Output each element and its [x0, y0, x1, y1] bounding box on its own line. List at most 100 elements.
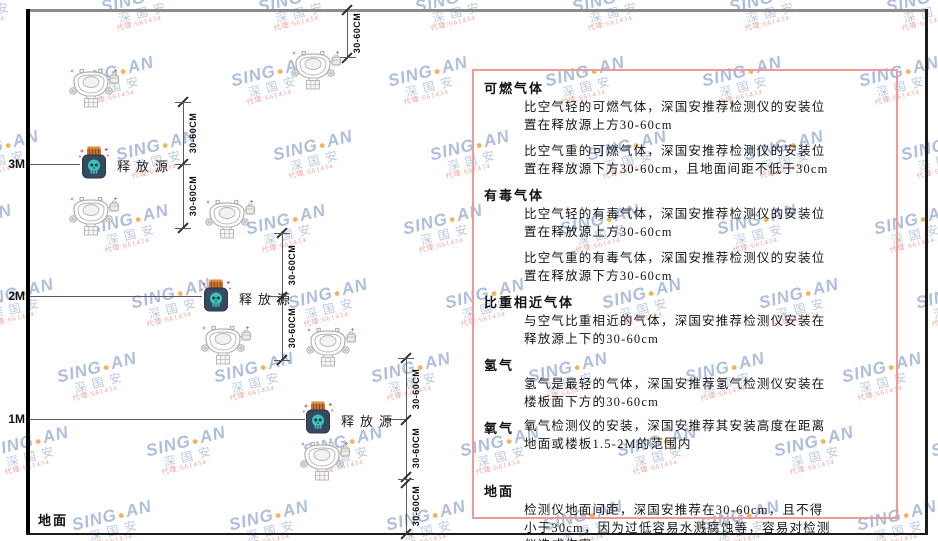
- panel-section: 可燃气体 比空气轻的可燃气体，深国安推荐检测仪的安装位置在释放源上方30-60cm…: [484, 78, 886, 182]
- dim-label: 30-60CM: [411, 485, 421, 527]
- info-panel-content: 可燃气体 比空气轻的可燃气体，深国安推荐检测仪的安装位置在释放源上方30-60cm…: [474, 71, 896, 541]
- info-panel: 可燃气体 比空气轻的可燃气体，深国安推荐检测仪的安装位置在释放源上方30-60cm…: [472, 69, 898, 541]
- section-paragraph: 与空气比重相近的气体，深国安推荐检测仪安装在释放源上下的30-60cm: [524, 314, 826, 346]
- watermark-subtext: 代理:661434: [0, 14, 6, 33]
- gas-detector-icon: [69, 68, 120, 108]
- watermark-brand-suffix: AN: [324, 126, 355, 152]
- gas-detector-icon: [306, 327, 357, 367]
- ceiling-line: [30, 9, 927, 12]
- watermark-subtext: 代理:661434: [430, 14, 477, 33]
- watermark-dot-icon: ●: [133, 212, 144, 227]
- watermark-company: 深国安: [72, 368, 129, 396]
- watermark-brand: SING●AN: [0, 340, 19, 386]
- watermark-brand-suffix: AN: [422, 348, 453, 374]
- watermark-company: 深国安: [744, 0, 801, 26]
- watermark-subtext: 代理:661434: [744, 14, 791, 33]
- watermark-brand: SING●AN: [244, 192, 365, 238]
- gas-detector-icon: [291, 50, 342, 90]
- watermark-company: 深国安: [244, 516, 301, 541]
- watermark-brand-suffix: AN: [197, 422, 228, 448]
- leader-source2-to-dim: [268, 296, 283, 297]
- watermark-dot-icon: ●: [447, 212, 458, 227]
- watermark-company: 深国安: [4, 442, 61, 470]
- watermark-company: 深国安: [0, 61, 39, 99]
- dim-extension: [175, 228, 191, 229]
- watermark-brand: SING●AN: [929, 414, 938, 460]
- dim-extension: [175, 164, 191, 165]
- dim-line: [406, 358, 407, 534]
- watermark-dot-icon: ●: [33, 434, 44, 449]
- watermark-brand-prefix: SING: [226, 505, 276, 535]
- leader-line-2m: [30, 296, 202, 297]
- watermark-brand: SING●AN: [227, 488, 348, 534]
- watermark-subtext: 代理:661434: [244, 518, 353, 541]
- watermark-brand-prefix: SING: [143, 431, 193, 461]
- watermark-brand-suffix: AN: [439, 52, 470, 78]
- watermark-dot-icon: ●: [275, 64, 286, 79]
- watermark-company: 深国安: [901, 0, 938, 26]
- watermark-brand-prefix: SING: [427, 135, 477, 165]
- watermark-brand: SING●AN: [70, 488, 191, 534]
- watermark-brand-suffix: AN: [467, 0, 497, 3]
- watermark-dot-icon: ●: [930, 0, 938, 5]
- dim-extension: [339, 57, 355, 58]
- panel-section: 氢气 氢气是最轻的气体，深国安推荐氢气检测仪安装在楼板面下方的30-60cm: [484, 355, 886, 415]
- watermark-company: 深国安: [303, 294, 360, 322]
- watermark-subtext: 代理:661434: [161, 458, 208, 477]
- gas-detector-icon: [201, 325, 252, 365]
- leader-source3-to-dim: [386, 419, 407, 420]
- watermark-dot-icon: ●: [616, 0, 628, 5]
- watermark-dot-icon: ●: [116, 508, 127, 523]
- watermark-dot-icon: ●: [3, 138, 14, 153]
- floor-line: [26, 533, 928, 535]
- gas-detector-icon: [69, 196, 120, 236]
- watermark-brand-suffix: AN: [0, 0, 26, 3]
- watermark-brand-prefix: SING: [270, 135, 320, 165]
- watermark-dot-icon: ●: [302, 0, 314, 5]
- dim-label: 30-60CM: [411, 368, 421, 410]
- axis-label-1m: 1M: [8, 412, 25, 426]
- watermark-subtext: 代理:661434: [229, 384, 276, 403]
- watermark-subtext: 代理:661434: [0, 370, 24, 404]
- section-heading: 氢气: [484, 358, 515, 373]
- watermark-brand-suffix: AN: [123, 496, 154, 522]
- watermark-company: 深国安: [261, 220, 318, 248]
- watermark-brand-suffix: AN: [280, 496, 311, 522]
- watermark-dot-icon: ●: [332, 286, 343, 301]
- section-paragraph: 比空气重的有毒气体，深国安推荐检测仪的安装位置在释放源下方30-60cm: [524, 251, 826, 283]
- watermark-company: 深国安: [0, 505, 37, 541]
- dim-extension: [274, 360, 290, 361]
- gas-detector-icon: [205, 199, 256, 239]
- section-body: 比空气轻的有毒气体，深国安推荐检测仪的安装位置在释放源上方30-60cm 比空气重…: [524, 206, 836, 285]
- watermark-brand: SING●AN: [0, 44, 36, 90]
- release-source-label: 释放源: [117, 159, 175, 174]
- dim-extension: [398, 358, 414, 359]
- right-border-line: [925, 9, 928, 535]
- section-paragraph: 比空气重的可燃气体，深国安推荐检测仪的安装位置在释放源下方30-60cm，且地面…: [524, 144, 829, 176]
- gas-detector-icon: [300, 441, 351, 481]
- watermark-brand-prefix: SING: [898, 135, 938, 165]
- release-source-icon: [79, 146, 109, 179]
- watermark-brand-prefix: SING: [0, 431, 36, 461]
- dim-extension: [398, 479, 414, 480]
- watermark-company: 深国安: [273, 0, 330, 26]
- watermark-brand: SING●AN: [286, 266, 407, 312]
- dim-extension: [274, 233, 290, 234]
- watermark-company: 深国安: [0, 357, 22, 395]
- watermark-dot-icon: ●: [459, 0, 471, 5]
- panel-section: 比重相近气体 与空气比重相近的气体，深国安推荐检测仪安装在释放源上下的30-60c…: [484, 292, 886, 352]
- watermark-dot-icon: ●: [190, 434, 201, 449]
- panel-section: 氧气 氧气检测仪的安装，深国安推荐其安装高度在距离地面或楼板1.5-2M的范围内: [484, 418, 886, 457]
- wall-line: [26, 9, 30, 535]
